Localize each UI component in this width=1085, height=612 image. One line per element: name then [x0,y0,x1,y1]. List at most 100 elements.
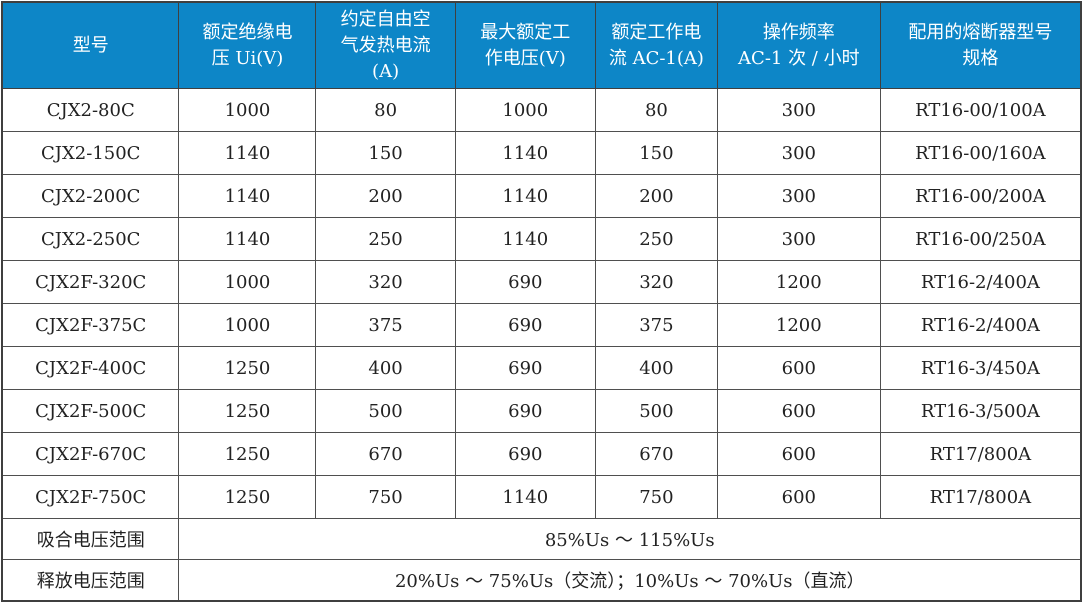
value-cell: RT16-00/100A [879,88,1082,132]
header-rated-insulation-voltage: 额定绝缘电 压 Ui(V) [178,1,317,89]
value-cell: 80 [594,88,718,132]
value-cell: 1000 [178,303,317,347]
model-cell: CJX2-250C [1,217,180,261]
value-cell: 320 [594,260,718,304]
value-cell: 670 [594,432,718,476]
model-cell: CJX2F-320C [1,260,180,304]
header-model: 型号 [1,1,180,89]
model-cell: CJX2-150C [1,131,180,175]
value-cell: 1250 [178,389,317,433]
value-cell: 150 [594,131,718,175]
header-label: 流 AC-1(A) [608,47,704,69]
value-cell: 1140 [178,217,317,261]
value-cell: 670 [315,432,456,476]
value-cell: 300 [716,88,881,132]
table-header: 型号 额定绝缘电 压 Ui(V) 约定自由空 气发热电流 (A) 最大额定工 作… [1,1,1082,89]
value-cell: 500 [594,389,718,433]
value-cell: 1140 [178,131,317,175]
header-label: 规格 [962,47,999,69]
header-matching-fuse-spec: 配用的熔断器型号 规格 [879,1,1082,89]
table-row: CJX2F-750C 1250 750 1140 750 600 RT17/800A [1,475,1082,519]
model-cell: CJX2-80C [1,88,180,132]
value-cell: 320 [315,260,456,304]
header-label: 压 Ui(V) [211,47,284,69]
value-cell: 1000 [454,88,596,132]
value-cell: 1200 [716,260,881,304]
value-cell: RT16-2/400A [879,260,1082,304]
table-row: CJX2-150C 1140 150 1140 150 300 RT16-00/160A [1,131,1082,175]
release-voltage-label: 释放电压范围 [1,559,180,602]
value-cell: 1000 [178,88,317,132]
pickup-voltage-label: 吸合电压范围 [1,518,180,560]
header-operating-frequency: 操作频率 AC-1 次 / 小时 [716,1,881,89]
header-label: (A) [372,60,400,82]
value-cell: 300 [716,174,881,218]
spec-table-footer: 吸合电压范围 85%Us ～ 115%Us 释放电压范围 20%Us ～ 75%… [1,518,1082,602]
value-cell: 600 [716,432,881,476]
value-cell: RT16-3/500A [879,389,1082,433]
value-cell: RT16-3/450A [879,346,1082,390]
value-cell: 375 [594,303,718,347]
table-row: CJX2-80C 1000 80 1000 80 300 RT16-00/100A [1,88,1082,132]
table-row: CJX2F-400C 1250 400 690 400 600 RT16-3/450A [1,346,1082,390]
header-rated-operating-current: 额定工作电 流 AC-1(A) [594,1,718,89]
value-cell: 80 [315,88,456,132]
model-cell: CJX2F-670C [1,432,180,476]
header-label: 型号 [72,34,109,56]
value-cell: 690 [454,346,596,390]
value-cell: 400 [594,346,718,390]
value-cell: RT16-2/400A [879,303,1082,347]
value-cell: 200 [594,174,718,218]
value-cell: 400 [315,346,456,390]
spec-table-body: CJX2-80C 1000 80 1000 80 300 RT16-00/100A CJX2-… [1,88,1082,519]
header-label: 操作频率 [762,21,835,43]
value-cell: 1140 [178,174,317,218]
value-cell: 250 [315,217,456,261]
value-cell: 300 [716,217,881,261]
value-cell: RT16-00/200A [879,174,1082,218]
value-cell: 600 [716,475,881,519]
value-cell: 750 [594,475,718,519]
value-cell: 600 [716,389,881,433]
value-cell: 250 [594,217,718,261]
header-label: 作电压(V) [484,47,566,69]
model-cell: CJX2F-375C [1,303,180,347]
value-cell: RT16-00/160A [879,131,1082,175]
table-row: CJX2-250C 1140 250 1140 250 300 RT16-00/250A [1,217,1082,261]
value-cell: 375 [315,303,456,347]
pickup-voltage-value: 85%Us ～ 115%Us [178,518,1082,560]
contactor-spec-table: 型号 额定绝缘电 压 Ui(V) 约定自由空 气发热电流 (A) 最大额定工 作… [1,1,1082,602]
value-cell: 1140 [454,131,596,175]
value-cell: 690 [454,432,596,476]
value-cell: 1140 [454,475,596,519]
value-cell: 1250 [178,346,317,390]
header-label: 最大额定工 [480,21,571,43]
value-cell: 1200 [716,303,881,347]
value-cell: 200 [315,174,456,218]
value-cell: 150 [315,131,456,175]
model-cell: CJX2F-400C [1,346,180,390]
header-conventional-thermal-current: 约定自由空 气发热电流 (A) [315,1,456,89]
value-cell: 300 [716,131,881,175]
value-cell: 1140 [454,174,596,218]
value-cell: RT17/800A [879,432,1082,476]
pickup-voltage-row: 吸合电压范围 85%Us ～ 115%Us [1,518,1082,560]
value-cell: 690 [454,303,596,347]
header-label: 约定自由空 [340,8,431,30]
value-cell: RT17/800A [879,475,1082,519]
value-cell: 500 [315,389,456,433]
header-max-operating-voltage: 最大额定工 作电压(V) [454,1,596,89]
model-cell: CJX2F-750C [1,475,180,519]
header-label: 额定绝缘电 [202,21,293,43]
header-label: 配用的熔断器型号 [908,21,1053,43]
value-cell: 1000 [178,260,317,304]
table-row: CJX2F-375C 1000 375 690 375 1200 RT16-2/400A [1,303,1082,347]
header-label: 气发热电流 [340,34,431,56]
header-label: AC-1 次 / 小时 [738,47,860,69]
table-row: CJX2-200C 1140 200 1140 200 300 RT16-00/200A [1,174,1082,218]
value-cell: 600 [716,346,881,390]
model-cell: CJX2F-500C [1,389,180,433]
header-row: 型号 额定绝缘电 压 Ui(V) 约定自由空 气发热电流 (A) 最大额定工 作… [1,1,1082,89]
value-cell: 1140 [454,217,596,261]
model-cell: CJX2-200C [1,174,180,218]
